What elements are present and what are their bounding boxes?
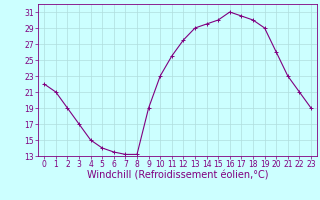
X-axis label: Windchill (Refroidissement éolien,°C): Windchill (Refroidissement éolien,°C) — [87, 171, 268, 181]
